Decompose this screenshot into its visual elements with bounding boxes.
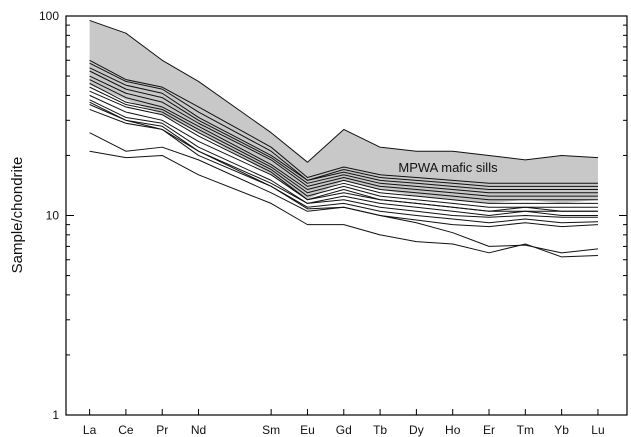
x-tick-label-yb: Yb (554, 423, 569, 437)
x-tick-label-pr: Pr (156, 423, 168, 437)
x-tick-label-lu: Lu (591, 423, 604, 437)
x-tick-label-la: La (83, 423, 97, 437)
sample-line-9 (89, 86, 598, 208)
y-tick-label: 1 (52, 408, 59, 422)
sample-line-1 (89, 19, 598, 163)
x-tick-label-dy: Dy (409, 423, 424, 437)
y-axis-title: Sample/chondrite (9, 157, 26, 274)
sample-line-14 (89, 109, 598, 224)
sample-line-11 (89, 94, 598, 212)
x-tick-label-nd: Nd (191, 423, 206, 437)
sample-line-2 (89, 59, 598, 184)
x-tick-label-sm: Sm (262, 423, 280, 437)
sample-line-17 (89, 101, 599, 254)
x-axis: La Ce Pr Nd Sm Eu Gd Tb Dy Ho Er Tm Yb Lu (83, 409, 605, 437)
sample-line-5 (89, 70, 598, 194)
x-tick-label-tb: Tb (373, 423, 387, 437)
y-tick-label: 10 (46, 209, 60, 223)
field-annotation: MPWA mafic sills (398, 160, 498, 175)
y-tick-label: 100 (39, 9, 59, 23)
sample-line-6 (89, 75, 598, 197)
sample-line-13 (89, 104, 598, 218)
mafic-sills-field (89, 20, 598, 204)
x-tick-label-tm: Tm (517, 423, 534, 437)
sample-line-3 (89, 62, 598, 187)
x-tick-label-ho: Ho (445, 423, 461, 437)
sample-line-12 (89, 99, 598, 216)
sample-lines (89, 19, 599, 258)
x-tick-label-ce: Ce (118, 423, 134, 437)
sample-line-7 (89, 79, 598, 201)
y-axis: 1 10 100 (39, 9, 627, 422)
sample-line-4 (89, 67, 598, 190)
x-tick-label-er: Er (483, 423, 495, 437)
sample-line-8 (89, 82, 598, 204)
sample-line-10 (89, 90, 598, 212)
x-tick-label-eu: Eu (300, 423, 315, 437)
x-tick-label-gd: Gd (336, 423, 352, 437)
